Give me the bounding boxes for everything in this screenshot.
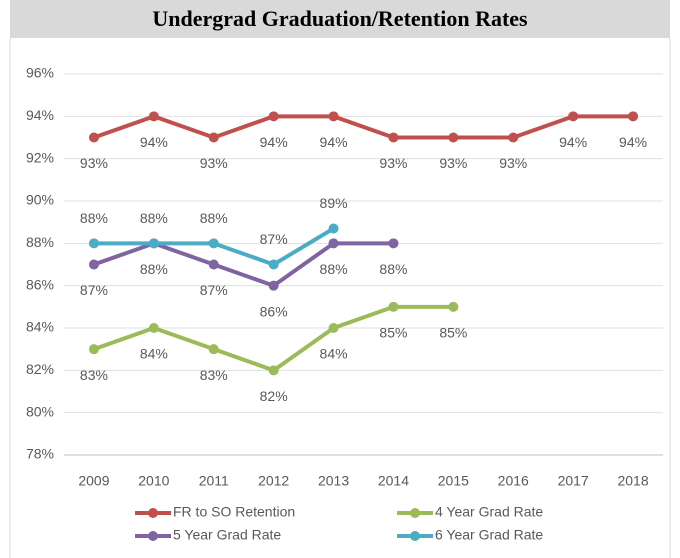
point [208, 238, 219, 249]
chart-title: Undergrad Graduation/Retention Rates [152, 6, 528, 31]
legend-label: 4 Year Grad Rate [435, 504, 543, 520]
point [208, 259, 219, 270]
data-label: 94% [320, 134, 348, 150]
legend-label: 5 Year Grad Rate [173, 527, 281, 543]
point [508, 132, 519, 143]
data-label: 94% [619, 134, 647, 150]
y-tick-label: 78% [26, 446, 54, 462]
legend-label: FR to SO Retention [173, 504, 295, 520]
point [88, 238, 99, 249]
y-tick-label: 88% [26, 234, 54, 250]
point [268, 259, 279, 270]
x-tick-label: 2018 [617, 473, 648, 489]
legend-label: 6 Year Grad Rate [435, 527, 543, 543]
y-tick-label: 94% [26, 107, 54, 123]
data-label: 88% [320, 261, 348, 277]
data-label: 88% [379, 261, 407, 277]
data-label: 89% [320, 195, 348, 211]
data-label: 93% [499, 155, 527, 171]
point [88, 259, 99, 270]
x-tick-label: 2013 [318, 473, 349, 489]
legend-marker [148, 531, 158, 541]
data-label: 93% [439, 155, 467, 171]
x-tick-label: 2016 [498, 473, 529, 489]
data-label: 88% [140, 210, 168, 226]
data-label: 88% [140, 261, 168, 277]
point [268, 111, 279, 122]
x-tick-label: 2011 [199, 473, 229, 489]
data-label: 87% [260, 231, 288, 247]
data-label: 85% [379, 325, 407, 341]
point [328, 223, 339, 234]
x-tick-label: 2010 [138, 473, 169, 489]
data-label: 87% [200, 282, 228, 298]
data-label: 82% [260, 388, 288, 404]
data-label: 87% [80, 282, 108, 298]
data-label: 88% [200, 210, 228, 226]
point [208, 344, 219, 355]
data-label: 94% [260, 134, 288, 150]
point [88, 344, 99, 355]
point [328, 323, 339, 333]
point [568, 111, 579, 122]
y-tick-label: 80% [26, 403, 54, 419]
data-label: 84% [320, 346, 348, 362]
data-label: 83% [80, 367, 108, 383]
data-label: 84% [140, 346, 168, 362]
point [268, 365, 279, 376]
data-label: 94% [140, 134, 168, 150]
data-label: 86% [260, 303, 288, 319]
y-tick-label: 84% [26, 319, 54, 335]
point [148, 238, 159, 249]
point [448, 301, 459, 312]
x-tick-label: 2012 [258, 473, 289, 489]
legend-marker [410, 531, 420, 541]
x-tick-label: 2009 [78, 473, 109, 489]
y-tick-label: 92% [26, 149, 54, 165]
point [148, 323, 159, 333]
data-label: 93% [200, 155, 228, 171]
title-bar [10, 0, 670, 38]
point [388, 132, 399, 143]
x-tick-label: 2014 [378, 473, 409, 489]
data-label: 93% [80, 155, 108, 171]
y-tick-label: 90% [26, 192, 54, 208]
series-line [93, 114, 634, 140]
point [448, 132, 459, 143]
point [328, 238, 339, 249]
y-tick-label: 86% [26, 276, 54, 292]
legend-marker [148, 508, 158, 518]
data-label: 94% [559, 134, 587, 150]
series-line [93, 241, 394, 288]
point [388, 301, 399, 312]
y-tick-label: 96% [26, 65, 54, 81]
point [88, 132, 99, 143]
data-label: 93% [379, 155, 407, 171]
point [148, 111, 159, 122]
data-label: 85% [439, 325, 467, 341]
x-tick-label: 2017 [558, 473, 589, 489]
legend-marker [410, 508, 420, 518]
data-label: 83% [200, 367, 228, 383]
data-label: 88% [80, 210, 108, 226]
point [628, 111, 639, 122]
point [268, 280, 279, 291]
point [328, 111, 339, 122]
y-tick-label: 82% [26, 361, 54, 377]
point [208, 132, 219, 143]
point [388, 238, 399, 249]
x-tick-label: 2015 [438, 473, 469, 489]
